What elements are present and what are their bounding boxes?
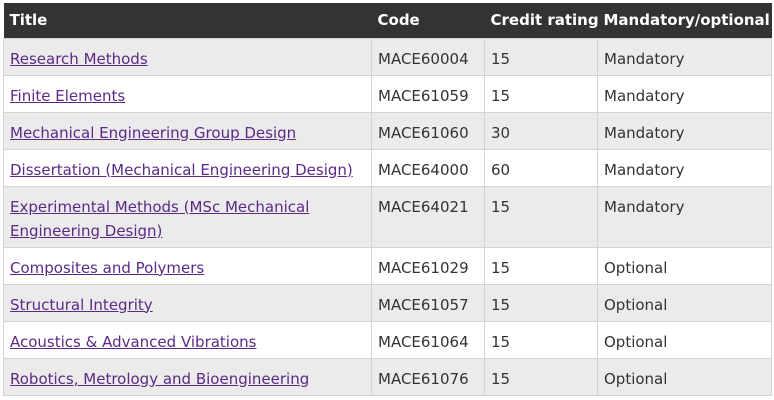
unit-title-cell: Structural Integrity	[3, 283, 372, 322]
course-units-table: Title Code Credit rating Mandatory/optio…	[3, 3, 772, 396]
table-row: Composites and Polymers MACE61029 15 Opt…	[3, 246, 772, 285]
unit-code-cell: MACE61057	[371, 283, 485, 322]
unit-mandatory-cell: Mandatory	[597, 148, 772, 187]
unit-title-link[interactable]: Composites and Polymers	[10, 258, 205, 277]
table-row: Robotics, Metrology and Bioengineering M…	[3, 357, 772, 396]
unit-code-cell: MACE61059	[371, 74, 485, 113]
unit-credit-cell: 15	[484, 283, 598, 322]
unit-title-cell: Experimental Methods (MSc Mechanical Eng…	[3, 185, 372, 248]
unit-mandatory-cell: Optional	[597, 283, 772, 322]
unit-title-cell: Mechanical Engineering Group Design	[3, 111, 372, 150]
table-row: Structural Integrity MACE61057 15 Option…	[3, 283, 772, 322]
table-header: Title Code Credit rating Mandatory/optio…	[3, 3, 772, 38]
unit-credit-cell: 15	[484, 357, 598, 396]
table-body: Research Methods MACE60004 15 Mandatory …	[3, 37, 772, 396]
unit-mandatory-cell: Mandatory	[597, 111, 772, 150]
table-header-row: Title Code Credit rating Mandatory/optio…	[3, 3, 772, 38]
unit-title-link[interactable]: Dissertation (Mechanical Engineering Des…	[10, 160, 353, 179]
unit-title-cell: Acoustics & Advanced Vibrations	[3, 320, 372, 359]
table-row: Dissertation (Mechanical Engineering Des…	[3, 148, 772, 187]
unit-title-link[interactable]: Research Methods	[10, 49, 148, 68]
unit-code-cell: MACE64021	[371, 185, 485, 248]
unit-code-cell: MACE60004	[371, 37, 485, 76]
unit-mandatory-cell: Optional	[597, 357, 772, 396]
unit-mandatory-cell: Mandatory	[597, 185, 772, 248]
unit-credit-cell: 15	[484, 37, 598, 76]
table-row: Mechanical Engineering Group Design MACE…	[3, 111, 772, 150]
column-header-title: Title	[9, 11, 48, 30]
unit-title-link[interactable]: Robotics, Metrology and Bioengineering	[10, 369, 310, 388]
table-row: Experimental Methods (MSc Mechanical Eng…	[3, 185, 772, 248]
table-row: Research Methods MACE60004 15 Mandatory	[3, 37, 772, 76]
column-header-credit-rating: Credit rating	[490, 11, 599, 30]
unit-title-link[interactable]: Experimental Methods (MSc Mechanical Eng…	[10, 197, 310, 240]
unit-code-cell: MACE61060	[371, 111, 485, 150]
unit-credit-cell: 60	[484, 148, 598, 187]
unit-credit-cell: 15	[484, 246, 598, 285]
unit-credit-cell: 15	[484, 320, 598, 359]
table-row: Acoustics & Advanced Vibrations MACE6106…	[3, 320, 772, 359]
unit-mandatory-cell: Optional	[597, 320, 772, 359]
unit-title-link[interactable]: Mechanical Engineering Group Design	[10, 123, 297, 142]
unit-title-cell: Research Methods	[3, 37, 372, 76]
unit-code-cell: MACE61064	[371, 320, 485, 359]
unit-mandatory-cell: Mandatory	[597, 74, 772, 113]
unit-credit-cell: 30	[484, 111, 598, 150]
unit-credit-cell: 15	[484, 185, 598, 248]
unit-credit-cell: 15	[484, 74, 598, 113]
unit-mandatory-cell: Mandatory	[597, 37, 772, 76]
unit-title-cell: Dissertation (Mechanical Engineering Des…	[3, 148, 372, 187]
column-header-code: Code	[377, 11, 420, 30]
table-row: Finite Elements MACE61059 15 Mandatory	[3, 74, 772, 113]
unit-title-cell: Finite Elements	[3, 74, 372, 113]
unit-title-link[interactable]: Acoustics & Advanced Vibrations	[10, 332, 257, 351]
unit-code-cell: MACE61029	[371, 246, 485, 285]
unit-title-cell: Robotics, Metrology and Bioengineering	[3, 357, 372, 396]
unit-code-cell: MACE61076	[371, 357, 485, 396]
column-header-mandatory-optional: Mandatory/optional	[603, 11, 770, 30]
unit-title-link[interactable]: Finite Elements	[10, 86, 126, 105]
unit-mandatory-cell: Optional	[597, 246, 772, 285]
unit-title-link[interactable]: Structural Integrity	[10, 295, 153, 314]
unit-title-cell: Composites and Polymers	[3, 246, 372, 285]
unit-code-cell: MACE64000	[371, 148, 485, 187]
